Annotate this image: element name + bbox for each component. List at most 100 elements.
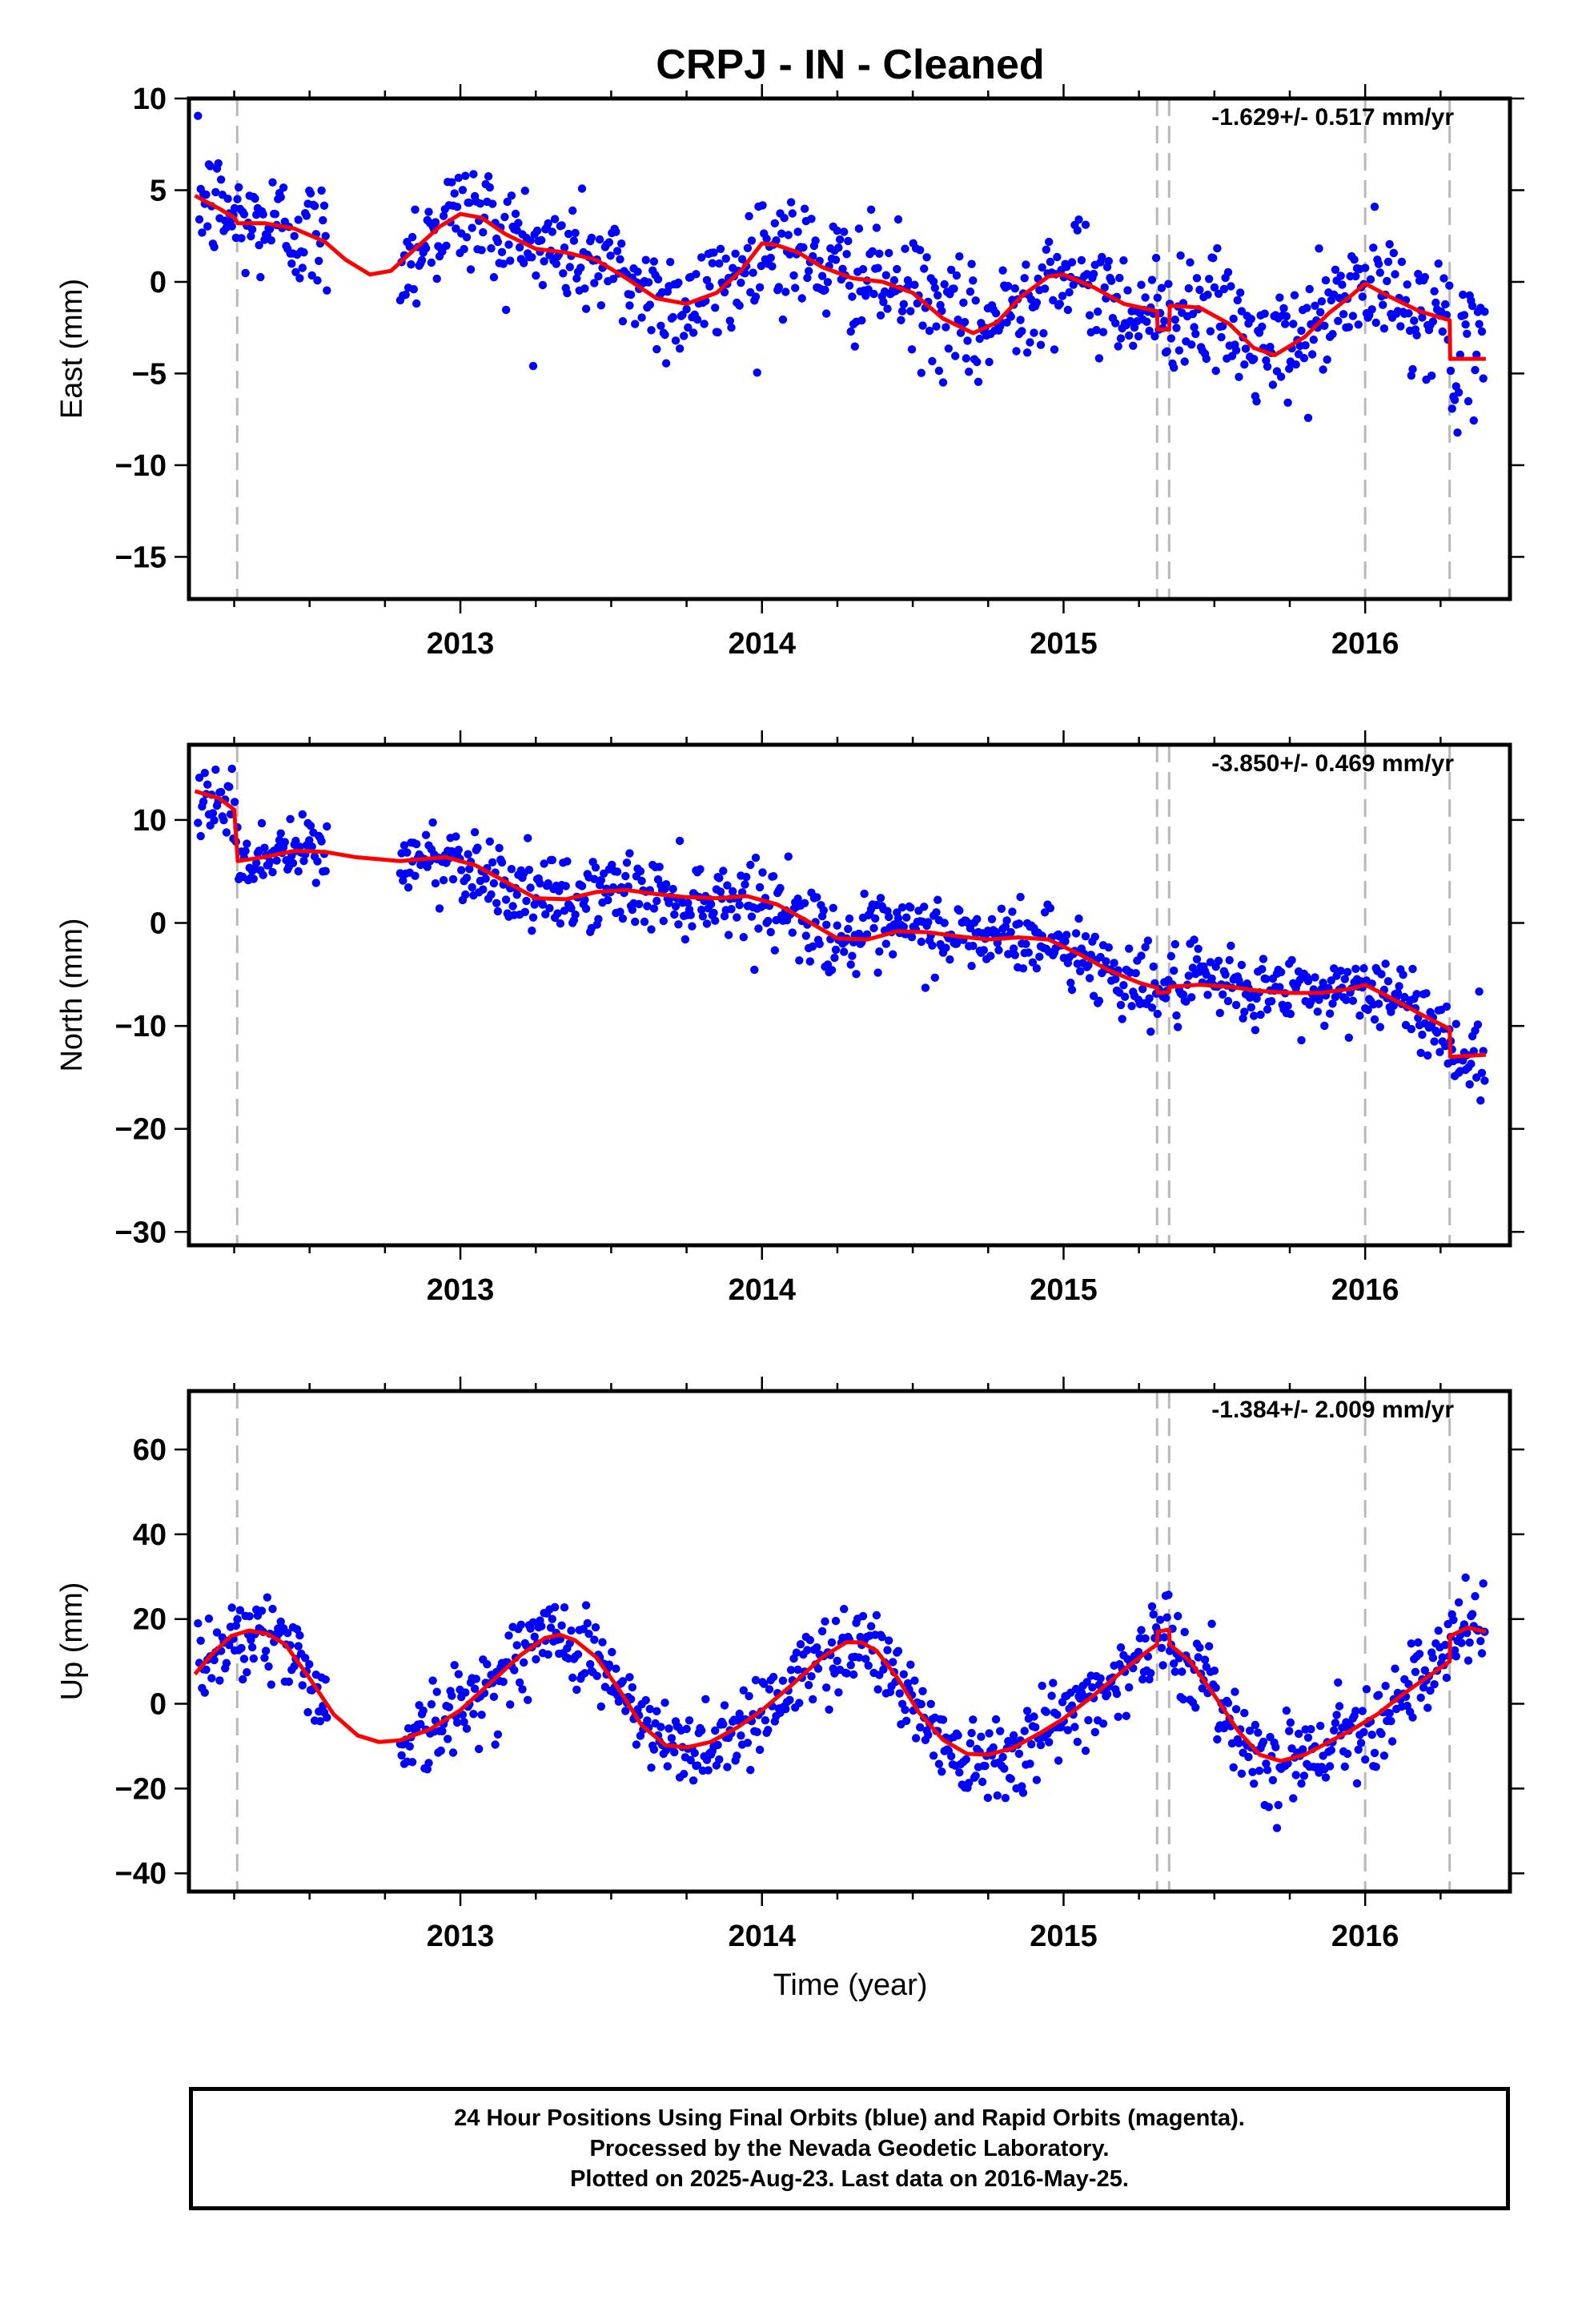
east-data-point	[708, 259, 717, 267]
up-data-point	[1231, 1687, 1239, 1696]
north-data-point	[1081, 932, 1090, 941]
up-data-point	[568, 1673, 577, 1683]
up-data-point	[1438, 1653, 1447, 1662]
east-data-point	[675, 344, 685, 353]
up-data-point	[303, 1707, 312, 1717]
east-data-point	[1214, 289, 1223, 298]
east-data-point	[587, 233, 596, 243]
up-data-point	[264, 1662, 273, 1671]
east-data-point	[872, 223, 881, 232]
east-data-point	[652, 344, 661, 354]
east-data-point	[889, 275, 899, 285]
east-data-point	[633, 267, 642, 276]
up-data-point	[1178, 1667, 1186, 1676]
up-data-point	[1274, 1800, 1283, 1810]
north-data-point	[776, 883, 785, 893]
east-data-point	[302, 211, 311, 220]
up-data-point	[1036, 1740, 1046, 1750]
north-data-point	[1473, 1020, 1483, 1029]
up-ytick-label-2: 20	[133, 1603, 167, 1637]
up-data-point	[581, 1601, 591, 1610]
north-data-point	[869, 923, 878, 933]
north-data-point	[670, 910, 679, 919]
east-data-point	[780, 214, 789, 223]
north-data-point	[241, 846, 250, 855]
north-data-point	[1374, 999, 1383, 1008]
up-data-point	[1223, 1699, 1233, 1707]
up-data-point	[1282, 1706, 1291, 1715]
up-data-point	[1385, 1709, 1394, 1718]
north-data-point	[1035, 952, 1044, 961]
east-data-point	[942, 323, 950, 332]
up-data-point	[778, 1676, 788, 1685]
east-data-point	[267, 236, 275, 245]
east-data-point	[526, 236, 535, 245]
east-data-point	[241, 268, 250, 278]
north-ytick-label-2: −10	[115, 1010, 167, 1043]
north-data-point	[243, 839, 251, 848]
up-data-point	[1018, 1788, 1028, 1797]
east-data-point	[684, 323, 693, 332]
east-model-curve	[194, 194, 1486, 361]
east-data-point	[922, 253, 931, 262]
north-data-point	[1395, 982, 1403, 991]
east-data-point	[1116, 334, 1126, 343]
north-data-point	[1090, 932, 1100, 942]
up-data-point	[938, 1767, 946, 1776]
east-data-point	[299, 248, 308, 257]
north-data-point	[784, 852, 793, 861]
up-data-point	[1047, 1691, 1056, 1700]
up-data-point	[1404, 1679, 1413, 1689]
up-data-point	[596, 1702, 605, 1711]
north-data-point	[1131, 969, 1140, 978]
north-data-point	[1250, 1011, 1259, 1020]
east-data-point	[777, 229, 786, 238]
east-data-point	[1058, 292, 1067, 300]
east-data-point	[1471, 365, 1480, 375]
up-data-point	[821, 1617, 829, 1626]
north-data-point	[1328, 999, 1337, 1008]
up-ytick-label-3: 0	[150, 1688, 167, 1722]
up-data-point	[1327, 1746, 1336, 1755]
north-data-point	[1166, 951, 1176, 961]
east-data-point	[661, 359, 671, 368]
east-data-point	[1407, 371, 1416, 380]
east-data-point	[1172, 324, 1181, 332]
east-data-point	[612, 227, 620, 236]
east-data-point	[835, 235, 845, 244]
north-data-point	[540, 859, 548, 868]
north-data-point	[1223, 996, 1233, 1006]
east-ytick-label-3: −5	[132, 357, 167, 391]
east-data-point	[195, 215, 204, 224]
north-data-point	[795, 956, 804, 965]
north-data-point	[524, 866, 534, 875]
up-data-point	[200, 1688, 209, 1697]
up-data-point	[1408, 1713, 1417, 1722]
north-data-point	[1377, 970, 1386, 979]
east-data-point	[1074, 215, 1083, 224]
up-data-point	[618, 1677, 628, 1686]
east-data-point	[1408, 364, 1417, 374]
east-data-point	[1098, 252, 1106, 262]
east-data-point	[528, 361, 538, 371]
east-data-point	[840, 227, 849, 236]
east-data-point	[1438, 327, 1447, 336]
east-data-point	[974, 377, 983, 386]
up-data-point	[444, 1703, 454, 1711]
north-data-point	[495, 843, 504, 853]
north-data-point	[1190, 935, 1199, 944]
up-data-point	[1054, 1756, 1063, 1765]
east-data-point	[1439, 274, 1448, 283]
north-data-point	[735, 900, 744, 910]
north-data-point	[291, 836, 300, 846]
east-data-point	[680, 332, 689, 340]
east-data-point	[1480, 308, 1489, 316]
east-data-point	[946, 265, 956, 275]
east-data-point	[1348, 312, 1358, 320]
north-data-point	[1319, 979, 1327, 987]
east-data-point	[845, 281, 854, 290]
east-data-point	[1354, 320, 1363, 329]
up-data-point	[1461, 1573, 1470, 1582]
north-data-point	[899, 923, 909, 931]
up-data-point	[249, 1654, 258, 1663]
